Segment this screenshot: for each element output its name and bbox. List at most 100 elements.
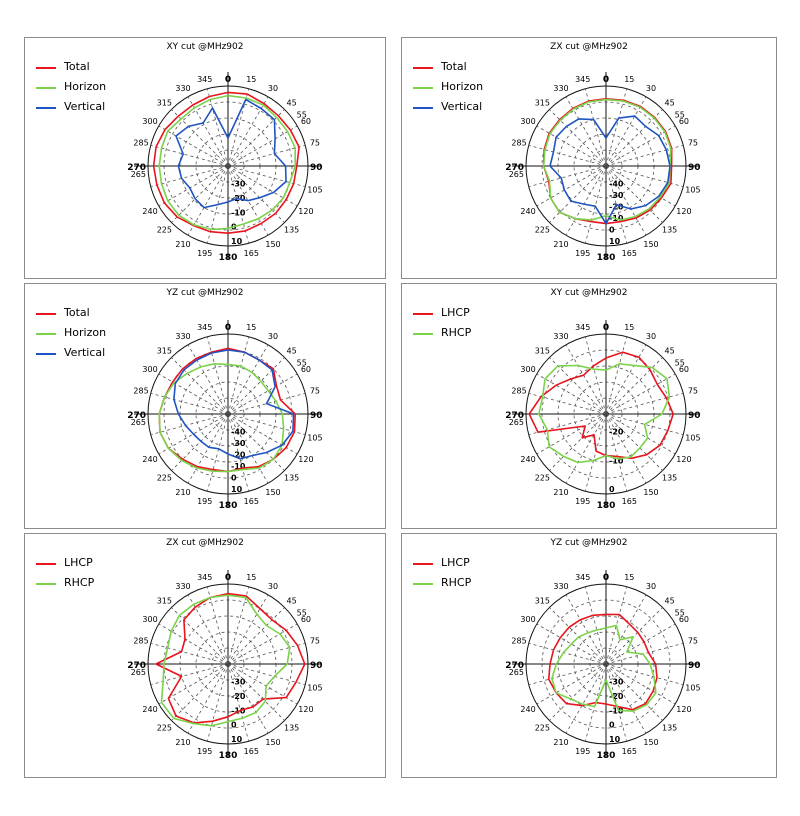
chart-panel-3: 0 15 30 45 55 60 75 90 105 120 135 150 165 180 195 210 2…: [24, 283, 386, 529]
grid-spoke: [206, 165, 229, 244]
polar-chart: 0 153045556075901051201351501651801952102…: [127, 320, 323, 511]
angle-tick-label: 75: [310, 139, 320, 148]
legend-item: Horizon: [408, 80, 528, 100]
legend-item: RHCP: [31, 576, 151, 596]
angle-tick-label: 315: [535, 596, 550, 605]
grid-spoke: [605, 663, 663, 721]
grid-spoke: [206, 586, 229, 665]
angle-tick-label: 45: [665, 596, 675, 605]
polar-chart: 0 153045556075901051201351501651801952102…: [505, 570, 701, 761]
grid-spoke: [227, 373, 298, 415]
angle-tick-label: 285: [511, 139, 526, 148]
angle-tick-label: 300: [520, 615, 535, 624]
legend-swatch: [36, 107, 56, 109]
grid-spoke: [565, 96, 607, 167]
series-line: [158, 363, 285, 473]
legend: LHCP RHCP: [408, 306, 528, 346]
grid-spoke: [171, 357, 229, 415]
angle-tick-label: 75: [688, 637, 698, 646]
grid-spoke: [158, 663, 229, 705]
series-line: [542, 98, 672, 221]
angle-tick-label: 285: [511, 387, 526, 396]
angle-tick-label: 180: [597, 253, 616, 263]
radial-tick-label: -30: [231, 180, 246, 189]
radial-tick-label: -20: [609, 692, 624, 701]
legend-swatch: [413, 563, 433, 565]
angle-tick-label: 345: [575, 323, 590, 332]
angle-tick-label: 240: [142, 207, 157, 216]
angle-tick-label: 90: [310, 163, 323, 173]
grid-spoke: [549, 607, 607, 665]
legend-item: Total: [408, 60, 528, 80]
grid-spoke: [536, 373, 607, 415]
grid-spoke: [227, 586, 250, 665]
grid-spoke: [584, 413, 607, 492]
grid-spoke: [528, 663, 607, 686]
legend-label: Total: [441, 60, 467, 73]
angle-tick-label: 90: [688, 411, 701, 421]
angle-tick-label: 105: [685, 683, 700, 692]
grid-spoke: [227, 392, 306, 415]
angle-tick-label: 285: [133, 637, 148, 646]
chart-panel-6: 0 15 30 45 55 60 75 90 105 120 135 150 165 180 195 210 2…: [401, 533, 777, 778]
grid-spoke: [605, 125, 676, 167]
angle-tick-label: 315: [157, 346, 172, 355]
series-line: [173, 349, 295, 460]
legend-swatch: [36, 333, 56, 335]
angle-tick-label: 120: [676, 207, 691, 216]
grid-spoke: [158, 413, 229, 455]
grid-spoke: [605, 663, 676, 705]
legend-label: Total: [64, 306, 90, 319]
angle-tick-label: 195: [575, 497, 590, 506]
angle-tick-label: 180: [597, 751, 616, 761]
grid-spoke: [171, 607, 229, 665]
radial-tick-label: -30: [609, 191, 624, 200]
grid-spoke: [187, 344, 229, 415]
grid-spoke: [536, 165, 607, 207]
polar-chart: 0 153045556075901051201351501651801952102…: [127, 72, 323, 263]
angle-tick-label: 55: [297, 358, 307, 367]
angle-tick-label: 225: [535, 724, 550, 733]
legend-item: Total: [31, 306, 151, 326]
chart-panel-4: 0 15 30 45 55 60 75 90 105 120 135 150 165 180 195 210 2…: [401, 283, 777, 529]
angle-tick-label: 225: [535, 474, 550, 483]
angle-tick-label: 225: [535, 226, 550, 235]
angle-tick-label: 300: [142, 365, 157, 374]
grid-spoke: [227, 413, 285, 471]
angle-tick-label: 135: [284, 474, 299, 483]
legend-item: LHCP: [408, 306, 528, 326]
angle-tick-label: 150: [265, 738, 280, 747]
legend-label: Vertical: [64, 100, 106, 113]
angle-tick-label: 225: [157, 724, 172, 733]
legend-swatch: [413, 87, 433, 89]
angle-tick-label: 75: [688, 139, 698, 148]
angle-tick-label: 165: [244, 249, 259, 258]
angle-tick-label: 60: [301, 365, 311, 374]
grid-spoke: [227, 344, 269, 415]
angle-tick-label: 55: [675, 358, 685, 367]
angle-tick-label: 0: [225, 573, 231, 583]
radial-tick-label: -20: [231, 692, 246, 701]
grid-spoke: [227, 144, 306, 167]
angle-tick-label: 180: [219, 253, 238, 263]
angle-tick-label: 210: [553, 488, 568, 497]
angle-tick-label: 195: [197, 747, 212, 756]
grid-spoke: [150, 165, 229, 188]
angle-tick-label: 55: [675, 110, 685, 119]
grid-spoke: [536, 623, 607, 665]
angle-tick-label: 265: [131, 170, 146, 179]
angle-tick-label: 270: [127, 411, 146, 421]
legend-item: RHCP: [408, 576, 528, 596]
angle-tick-label: 55: [675, 608, 685, 617]
angle-tick-label: 105: [685, 433, 700, 442]
grid-spoke: [158, 373, 229, 415]
angle-tick-label: 105: [307, 185, 322, 194]
grid-spoke: [171, 663, 229, 721]
legend-swatch: [36, 313, 56, 315]
angle-tick-label: 345: [197, 573, 212, 582]
angle-tick-label: 180: [219, 501, 238, 511]
radial-tick-label: 0: [609, 721, 615, 730]
angle-tick-label: 240: [520, 207, 535, 216]
angle-tick-label: 265: [509, 418, 524, 427]
grid-spoke: [605, 413, 663, 471]
